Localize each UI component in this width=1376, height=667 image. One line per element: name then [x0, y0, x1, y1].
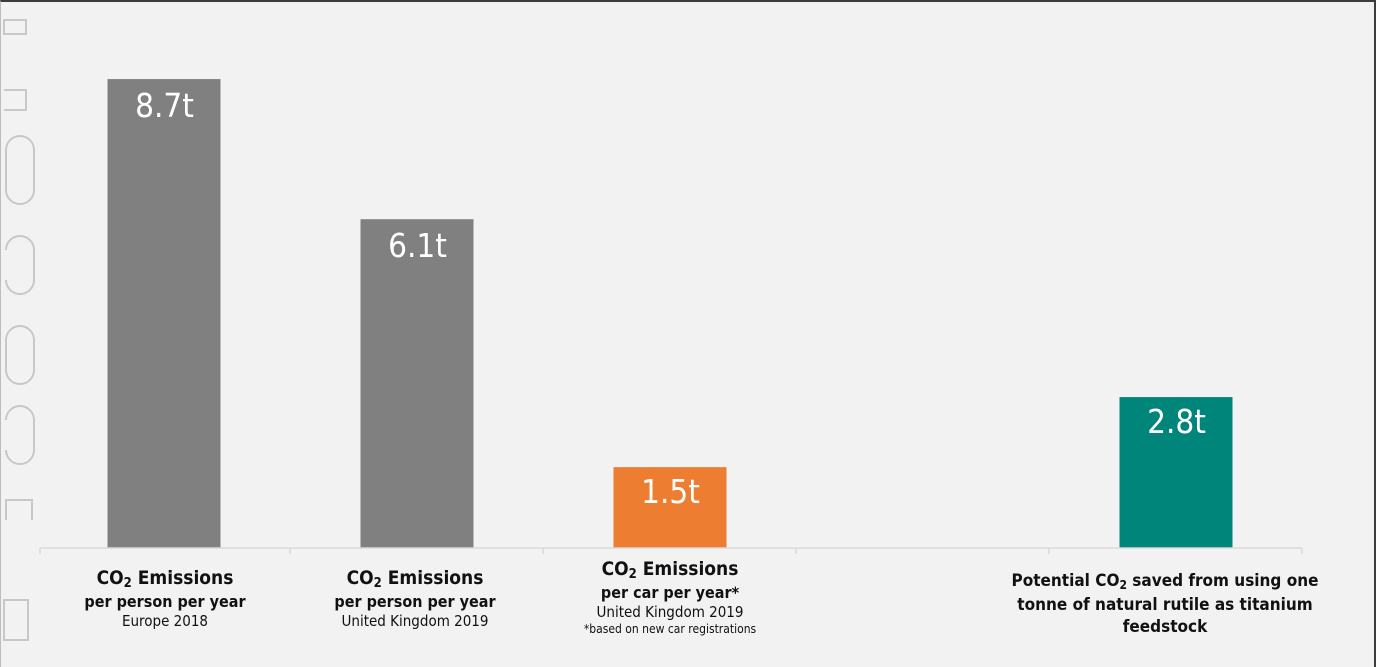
category-subtitle: per car per year* — [600, 583, 740, 603]
category-footnote: *based on new car registrations — [583, 622, 757, 637]
bar — [1119, 397, 1233, 548]
potential-line1: Potential CO2 saved from using one — [1011, 571, 1319, 592]
bar-value-label: 2.8t — [1147, 402, 1206, 441]
category-title: CO2 Emissions — [601, 558, 739, 582]
category-subtitle: per person per year — [334, 592, 496, 612]
category-label-uk-person: CO2 Emissions per person per year United… — [300, 568, 530, 629]
bar — [107, 79, 221, 548]
potential-line2: tonne of natural rutile as titanium — [1017, 594, 1313, 615]
bar-group — [107, 79, 1233, 548]
category-subtitle: per person per year — [84, 592, 246, 612]
potential-line3: feedstock — [1122, 616, 1208, 637]
x-axis-ticks — [39, 548, 1303, 554]
watermark-logo — [3, 19, 35, 641]
category-region: United Kingdom 2019 — [341, 611, 489, 630]
bar-value-label: 8.7t — [135, 86, 194, 125]
category-label-uk-car: CO2 Emissions per car per year* United K… — [552, 559, 788, 637]
bar — [360, 219, 474, 548]
category-title: CO2 Emissions — [96, 567, 234, 591]
category-region: United Kingdom 2019 — [596, 602, 744, 621]
bar-value-label: 6.1t — [388, 226, 447, 265]
category-region: Europe 2018 — [121, 611, 209, 630]
category-title: CO2 Emissions — [346, 567, 484, 591]
bar — [613, 467, 727, 548]
category-label-potential-saving: Potential CO2 saved from using one tonne… — [1000, 570, 1330, 638]
category-label-europe: CO2 Emissions per person per year Europe… — [50, 568, 280, 629]
bar-value-label: 1.5t — [641, 472, 700, 511]
